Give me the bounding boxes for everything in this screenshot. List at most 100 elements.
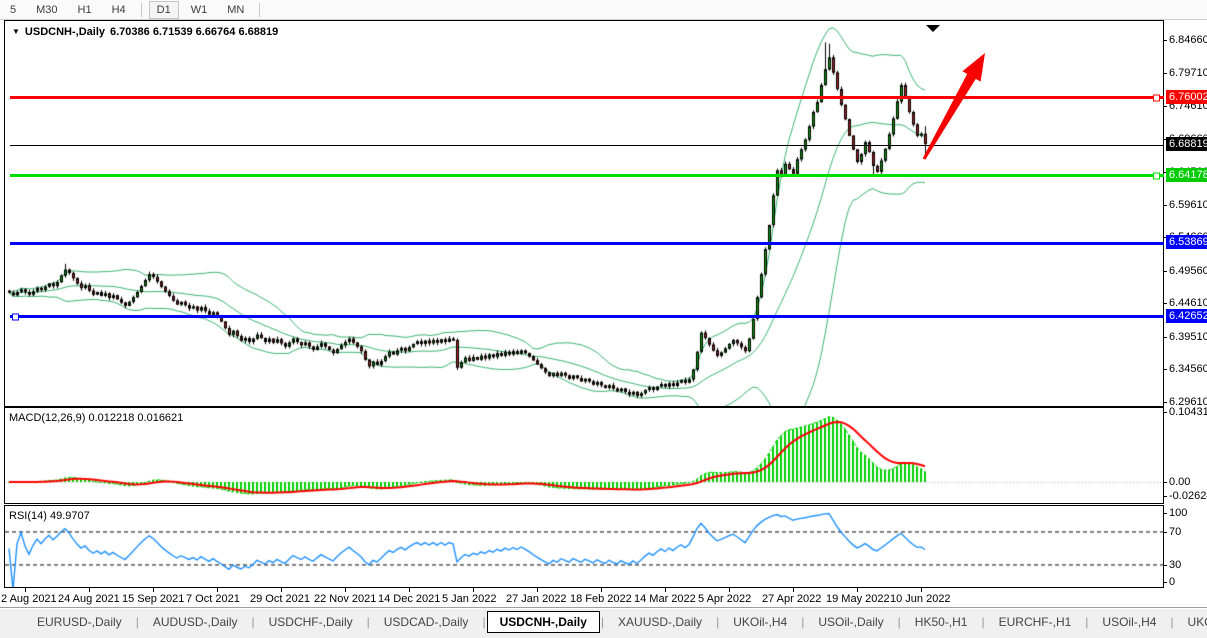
symbol-tab-usdcnhdaily[interactable]: USDCNH-,Daily xyxy=(486,611,600,633)
symbol-tab-ukoilh4[interactable]: UKOil-,H4 xyxy=(733,615,788,629)
date-axis-tick xyxy=(857,588,858,592)
date-axis-label: 14 Dec 2021 xyxy=(378,593,441,605)
price-axis-label: 6.79710 xyxy=(1169,66,1207,79)
triangle-marker-annotation[interactable] xyxy=(926,25,940,32)
symbol-tab-usdchfdaily[interactable]: USDCHF-,Daily xyxy=(268,615,353,629)
timeframe-button-w1[interactable]: W1 xyxy=(190,3,208,16)
macd-label: MACD(12,26,9) 0.012218 0.016621 xyxy=(9,412,184,424)
price-axis-tick xyxy=(1163,336,1167,338)
price-axis-label: 6.44610 xyxy=(1169,297,1207,310)
rsi-axis-tick xyxy=(1163,513,1167,514)
date-axis-label: 15 Sep 2021 xyxy=(122,593,185,605)
symbol-tab-eurusddaily[interactable]: EURUSD-,Daily xyxy=(37,615,122,629)
price-axis-tick xyxy=(1163,72,1167,74)
date-axis-label: 5 Apr 2022 xyxy=(698,593,752,605)
date-axis-label: 18 Feb 2022 xyxy=(570,593,632,605)
date-axis-tick xyxy=(345,588,346,592)
tab-separator: | xyxy=(1085,615,1089,629)
date-axis-label: 27 Jan 2022 xyxy=(506,593,567,605)
tab-separator: | xyxy=(251,615,255,629)
rsi-label: RSI(14) 49.9707 xyxy=(9,510,90,522)
price-axis-tick xyxy=(1163,138,1167,140)
price-axis-label: 6.84660 xyxy=(1169,34,1207,46)
hline-handle[interactable] xyxy=(12,313,19,321)
price-chart-canvas[interactable] xyxy=(5,21,1163,406)
date-axis-tick xyxy=(729,588,730,592)
symbol-tab-usoildaily[interactable]: USOil-,Daily xyxy=(818,615,884,629)
date-axis-label: 14 Mar 2022 xyxy=(634,593,696,605)
tab-separator: | xyxy=(981,615,985,629)
price-axis[interactable]: 6.846606.797106.746106.696606.645606.596… xyxy=(1163,20,1207,588)
hline-handle[interactable] xyxy=(1153,94,1160,102)
date-axis[interactable]: 2 Aug 2021 24 Aug 2021 15 Sep 2021 7 Oct 20… xyxy=(0,588,1207,607)
symbol-tab-usoilh4[interactable]: USOil-,H4 xyxy=(1102,615,1157,629)
date-axis-label: 2 Aug 2021 xyxy=(1,593,57,605)
date-axis-tick xyxy=(473,588,474,592)
price-line-badge: 6.42652 xyxy=(1166,308,1207,323)
timeframe-button-5[interactable]: 5 xyxy=(10,3,17,16)
tab-separator: | xyxy=(801,615,805,629)
price-axis-tick xyxy=(1163,204,1167,206)
date-axis-label: 29 Oct 2021 xyxy=(250,593,310,605)
hline-support-green[interactable] xyxy=(10,172,1168,180)
rsi-axis-label: 100 xyxy=(1169,507,1188,519)
price-axis-tick xyxy=(1163,172,1167,174)
hline-support-blue-lower[interactable] xyxy=(10,313,1168,321)
rsi-panel: RSI(14) 49.9707 xyxy=(4,505,1164,588)
symbol-tab-hk50h1[interactable]: HK50-,H1 xyxy=(914,615,968,629)
date-axis-label: 27 Apr 2022 xyxy=(762,593,822,605)
rsi-axis-tick xyxy=(1163,564,1167,566)
date-axis-tick xyxy=(409,588,410,592)
date-axis-tick xyxy=(665,588,666,592)
macd-panel: MACD(12,26,9) 0.012218 0.016621 xyxy=(4,407,1164,504)
toolbar-separator xyxy=(140,2,142,17)
symbol-dropdown-icon[interactable]: ▼ xyxy=(12,27,20,36)
date-axis-label: 24 Aug 2021 xyxy=(58,593,120,605)
price-line-badge: 6.76002 xyxy=(1166,89,1207,104)
rsi-axis-label: 70 xyxy=(1169,525,1182,538)
price-axis-tick xyxy=(1163,369,1167,371)
date-axis-label: 5 Jan 2022 xyxy=(442,593,497,605)
tab-separator: | xyxy=(1170,615,1174,629)
toolbar-separator xyxy=(259,2,261,17)
symbol-tab-audusddaily[interactable]: AUDUSD-,Daily xyxy=(152,615,238,629)
symbol-tab-eurchfh1[interactable]: EURCHF-,H1 xyxy=(998,615,1072,629)
price-line-badge: 6.53869 xyxy=(1166,235,1207,250)
symbol-tab-ukoilh4[interactable]: UKOil-,H4 xyxy=(1187,615,1207,629)
date-axis-label: 7 Oct 2021 xyxy=(186,593,240,605)
tab-separator: | xyxy=(482,615,486,629)
hline-resistance-red[interactable] xyxy=(10,94,1168,102)
hline-handle[interactable] xyxy=(1153,172,1160,180)
date-axis-label: 10 Jun 2022 xyxy=(890,593,951,605)
timeframe-button-d1[interactable]: D1 xyxy=(148,0,179,19)
symbol-tab-xauusddaily[interactable]: XAUUSD-,Daily xyxy=(618,615,703,629)
timeframe-button-m30[interactable]: M30 xyxy=(36,3,58,16)
macd-axis-label: -0.026249 xyxy=(1169,490,1207,502)
macd-axis-tick xyxy=(1163,412,1167,413)
macd-canvas[interactable] xyxy=(5,408,1163,503)
price-axis-label: 6.34560 xyxy=(1169,363,1207,376)
main-chart-panel: ▼ USDCNH-,Daily 6.70386 6.71539 6.66764 … xyxy=(4,20,1168,407)
hline-current-price-black[interactable] xyxy=(10,144,1168,146)
price-axis-label: 6.59610 xyxy=(1169,198,1207,211)
rsi-canvas[interactable] xyxy=(5,506,1163,587)
price-axis-tick xyxy=(1163,237,1167,239)
price-line-badge: 6.64178 xyxy=(1166,167,1207,182)
timeframe-button-h4[interactable]: H4 xyxy=(111,3,126,16)
rsi-axis-label: 0 xyxy=(1169,576,1176,588)
date-axis-label: 22 Nov 2021 xyxy=(314,593,377,605)
macd-axis-tick xyxy=(1163,482,1167,483)
symbol-tab-usdcaddaily[interactable]: USDCAD-,Daily xyxy=(383,615,469,629)
timeframe-button-h1[interactable]: H1 xyxy=(77,3,92,16)
price-axis-tick xyxy=(1163,106,1167,108)
date-axis-tick xyxy=(601,588,602,592)
date-axis-tick xyxy=(25,588,26,592)
price-axis-tick xyxy=(1163,303,1167,305)
price-line-badge: 6.68819 xyxy=(1166,137,1207,152)
rsi-axis-tick xyxy=(1163,582,1167,583)
price-axis-tick xyxy=(1163,270,1167,272)
hline-support-blue-upper[interactable] xyxy=(10,241,1168,245)
price-axis-tick xyxy=(1163,401,1167,403)
date-axis-tick xyxy=(89,588,90,592)
timeframe-button-mn[interactable]: MN xyxy=(227,3,245,16)
